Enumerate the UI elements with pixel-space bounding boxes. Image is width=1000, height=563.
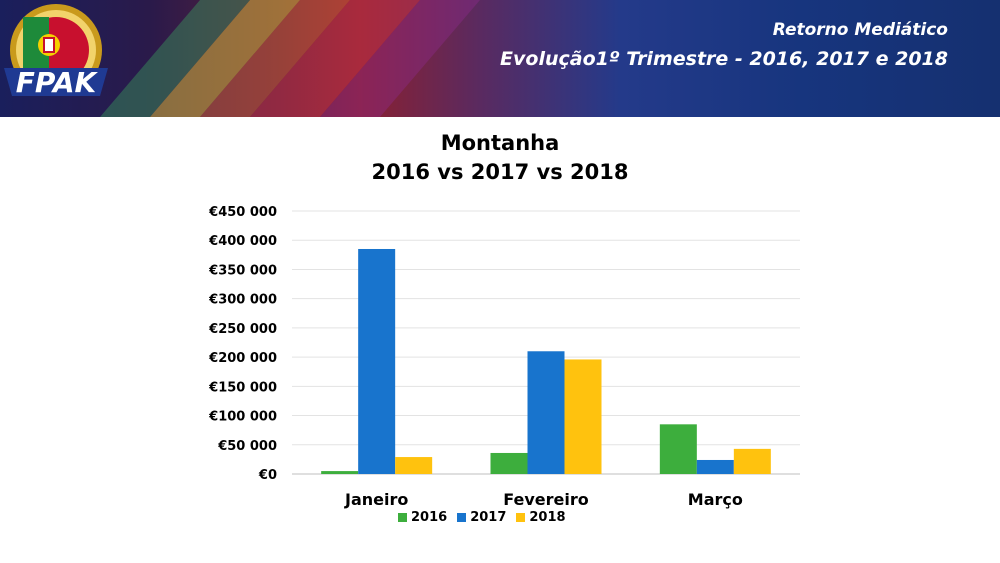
svg-text:FPAK: FPAK xyxy=(16,66,99,99)
chart-title: Montanha xyxy=(440,131,560,155)
chart-subtitle: 2016 vs 2017 vs 2018 xyxy=(371,160,629,184)
header-title: Retorno Mediático xyxy=(772,20,948,40)
x-category-label: Fevereiro xyxy=(503,490,589,509)
x-category-label: Março xyxy=(688,490,743,509)
bar-2018-março xyxy=(733,448,771,474)
legend-swatch xyxy=(398,513,407,522)
legend-item-2018: 2018 xyxy=(516,510,566,525)
fpak-logo: FPAK xyxy=(4,4,108,99)
header-rainbow-decoration xyxy=(100,0,480,117)
bar-2017-março xyxy=(696,459,734,474)
y-tick-label: €0 xyxy=(258,468,277,483)
legend-swatch xyxy=(457,513,467,522)
legend-item-2016: 2016 xyxy=(398,510,447,525)
bar-2016-janeiro xyxy=(321,471,359,474)
bar-2018-janeiro xyxy=(395,457,433,474)
y-tick-label: €400 000 xyxy=(208,234,277,249)
bar-2017-janeiro xyxy=(358,248,396,474)
legend-item-2017: 2017 xyxy=(457,510,506,525)
bar-2018-fevereiro xyxy=(564,359,602,474)
x-category-label: Janeiro xyxy=(344,490,408,509)
bar-2017-fevereiro xyxy=(527,351,565,474)
y-tick-label: €150 000 xyxy=(208,380,277,395)
y-tick-label: €200 000 xyxy=(208,351,277,366)
y-tick-label: €50 000 xyxy=(217,439,277,454)
header-subtitle: Evolução1º Trimestre - 2016, 2017 e 2018 xyxy=(500,48,948,70)
bar-2016-fevereiro xyxy=(490,452,528,474)
y-tick-label: €350 000 xyxy=(208,263,277,278)
y-tick-label: €100 000 xyxy=(208,410,277,425)
chart-legend: 2016 2017 2018 xyxy=(398,510,566,525)
legend-label: 2018 xyxy=(529,510,566,525)
y-tick-label: €250 000 xyxy=(208,322,277,337)
legend-label: 2017 xyxy=(470,510,507,525)
y-tick-label: €450 000 xyxy=(208,205,277,220)
header-banner: FPAK Retorno Mediático Evolução1º Trimes… xyxy=(0,0,1000,117)
legend-label: 2016 xyxy=(411,510,448,525)
legend-swatch xyxy=(516,513,526,522)
bar-2016-março xyxy=(659,424,697,474)
y-tick-label: €300 000 xyxy=(208,293,277,308)
